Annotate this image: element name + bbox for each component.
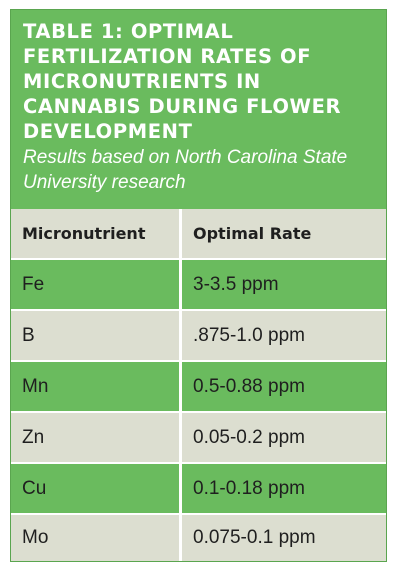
rate-cell: 0.5-0.88 ppm: [182, 362, 386, 411]
rate-cell: 0.075-0.1 ppm: [182, 515, 386, 561]
rate-cell: .875-1.0 ppm: [182, 311, 386, 360]
column-header-row: Micronutrient Optimal Rate: [11, 209, 386, 258]
row-divider: [11, 513, 386, 515]
table-row: Mo 0.075-0.1 ppm: [11, 515, 386, 561]
row-divider: [11, 258, 386, 260]
nutrient-cell: Fe: [11, 260, 179, 309]
row-divider: [11, 360, 386, 362]
nutrient-cell: Mo: [11, 515, 179, 561]
nutrient-cell: Zn: [11, 413, 179, 462]
rate-cell: 0.05-0.2 ppm: [182, 413, 386, 462]
row-divider: [11, 462, 386, 464]
table-subtitle: Results based on North Carolina State Un…: [23, 147, 348, 193]
table-row: Zn 0.05-0.2 ppm: [11, 413, 386, 462]
nutrient-cell: B: [11, 311, 179, 360]
column-divider: [179, 209, 182, 561]
rate-cell: 0.1-0.18 ppm: [182, 464, 386, 513]
table-row: Cu 0.1-0.18 ppm: [11, 464, 386, 513]
table-row: Mn 0.5-0.88 ppm: [11, 362, 386, 411]
table-card: TABLE 1: OPTIMAL FERTILIZATION RATES OF …: [10, 9, 387, 562]
row-divider: [11, 411, 386, 413]
nutrient-cell: Mn: [11, 362, 179, 411]
rate-cell: 3-3.5 ppm: [182, 260, 386, 309]
column-header-micronutrient: Micronutrient: [11, 209, 179, 258]
table-header: TABLE 1: OPTIMAL FERTILIZATION RATES OF …: [11, 10, 386, 208]
row-divider: [11, 309, 386, 311]
nutrient-cell: Cu: [11, 464, 179, 513]
table-row: Fe 3-3.5 ppm: [11, 260, 386, 309]
table-row: B .875-1.0 ppm: [11, 311, 386, 360]
table-title: TABLE 1: OPTIMAL FERTILIZATION RATES OF …: [23, 20, 342, 143]
column-header-optimal-rate: Optimal Rate: [182, 209, 386, 258]
